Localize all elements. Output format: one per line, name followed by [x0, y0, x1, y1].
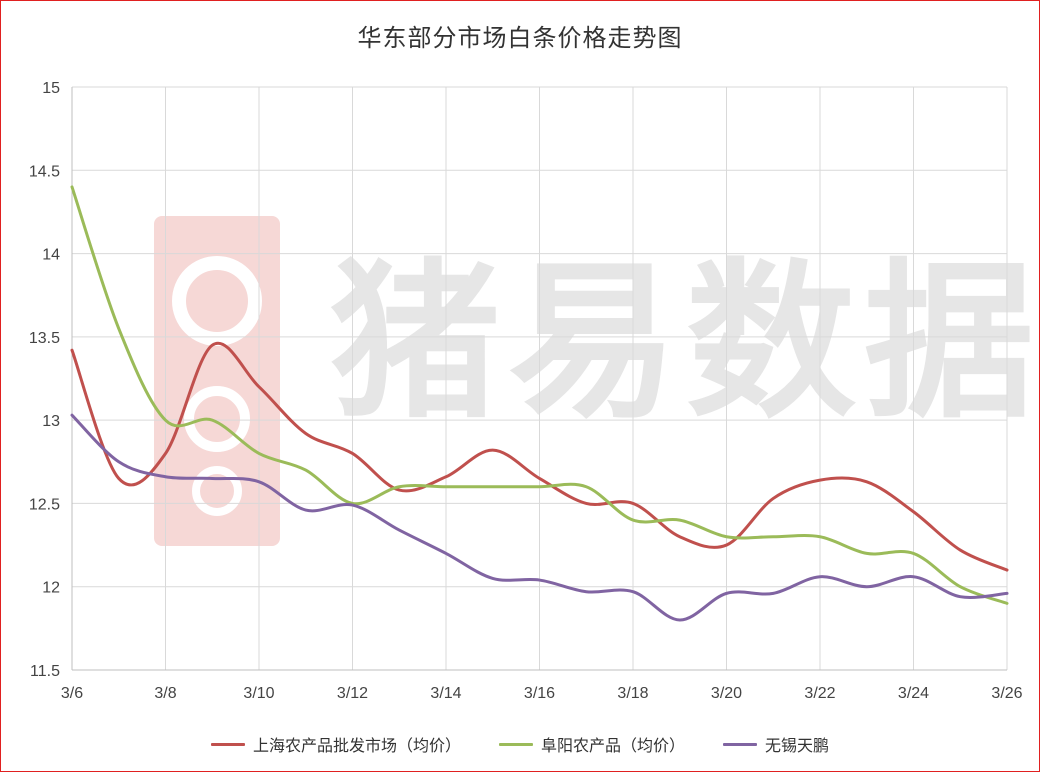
chart-legend: 上海农产品批发市场（均价） 阜阳农产品（均价） 无锡天鹏: [0, 730, 1040, 758]
x-tick-label: 3/16: [524, 685, 555, 702]
legend-swatch: [210, 742, 245, 746]
legend-label: 无锡天鹏: [765, 736, 830, 755]
x-tick-label: 3/10: [243, 685, 274, 702]
x-tick-label: 3/6: [61, 685, 83, 702]
legend-label: 上海农产品批发市场（均价）: [252, 736, 461, 755]
legend-item: 阜阳农产品（均价）: [498, 732, 685, 756]
legend-item: 无锡天鹏: [723, 732, 829, 756]
legend-label: 阜阳农产品（均价）: [540, 736, 685, 755]
x-tick-label: 3/8: [154, 685, 176, 702]
y-tick-label: 12: [42, 580, 60, 597]
y-tick-label: 12.5: [29, 496, 60, 513]
series-line-1: [70, 341, 1009, 572]
y-tick-label: 14: [42, 247, 60, 264]
y-tick-label: 13: [42, 413, 60, 430]
x-tick-label: 3/18: [617, 685, 648, 702]
legend-item: 上海农产品批发市场（均价）: [210, 732, 461, 756]
y-tick-label: 14.5: [29, 163, 60, 180]
y-tick-label: 11.5: [30, 663, 60, 680]
legend-swatch: [498, 742, 533, 746]
x-tick-label: 3/14: [430, 685, 461, 702]
y-tick-label: 15: [42, 80, 60, 97]
x-tick-label: 3/22: [804, 685, 835, 702]
legend-swatch: [723, 742, 757, 746]
y-tick-label: 13.5: [29, 330, 60, 347]
x-tick-label: 3/24: [898, 685, 929, 702]
series-line-2: [70, 185, 1009, 605]
x-tick-label: 3/12: [337, 685, 368, 702]
x-tick-label: 3/26: [991, 685, 1022, 702]
chart-title: 华东部分市场白条价格走势图: [357, 24, 683, 52]
x-tick-label: 3/20: [711, 685, 742, 702]
series-line-3: [70, 413, 1009, 622]
